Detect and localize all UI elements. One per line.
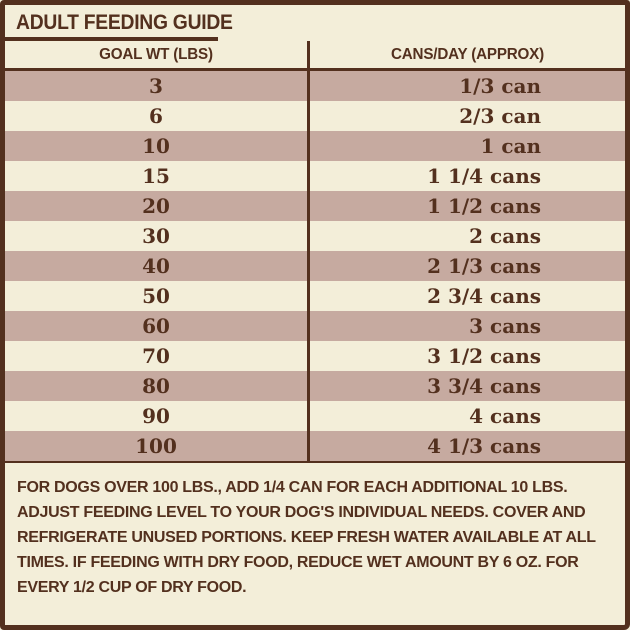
table-row: 70 3 1/2 cans xyxy=(5,341,625,371)
cans-cell: 1 1/4 cans xyxy=(307,161,625,191)
goal-wt-cell: 60 xyxy=(142,314,170,338)
cans-cell: 2/3 can xyxy=(307,101,625,131)
cans-cell: 3 3/4 cans xyxy=(307,371,625,401)
table-row: 15 1 1/4 cans xyxy=(5,161,625,191)
goal-wt-cell: 15 xyxy=(142,164,170,188)
table-row: 60 3 cans xyxy=(5,311,625,341)
goal-wt-cell: 50 xyxy=(142,284,170,308)
goal-wt-cell: 70 xyxy=(142,344,170,368)
table-row: 10 1 can xyxy=(5,131,625,161)
table-row: 6 2/3 can xyxy=(5,101,625,131)
goal-wt-cell: 40 xyxy=(142,254,170,278)
page-title: ADULT FEEDING GUIDE xyxy=(16,11,233,34)
table-row: 40 2 1/3 cans xyxy=(5,251,625,281)
table-row: 90 4 cans xyxy=(5,401,625,431)
table-body: 3 1/3 can 6 2/3 can 10 1 can 15 1 1/4 ca… xyxy=(5,71,625,463)
cans-cell: 2 cans xyxy=(307,221,625,251)
goal-wt-cell: 6 xyxy=(149,104,163,128)
cans-cell: 3 cans xyxy=(307,311,625,341)
column-header-cans-day: CANS/DAY (APPROX) xyxy=(390,45,545,63)
cans-cell: 4 cans xyxy=(307,401,625,431)
cans-cell: 1 1/2 cans xyxy=(307,191,625,221)
goal-wt-cell: 100 xyxy=(135,434,177,458)
table-row: 80 3 3/4 cans xyxy=(5,371,625,401)
goal-wt-cell: 20 xyxy=(142,194,170,218)
feeding-instructions-note: FOR DOGS OVER 100 LBS., ADD 1/4 CAN FOR … xyxy=(17,479,596,596)
cans-cell: 1 can xyxy=(307,131,625,161)
cans-cell: 2 1/3 cans xyxy=(307,251,625,281)
goal-wt-cell: 90 xyxy=(142,404,170,428)
table-row: 50 2 3/4 cans xyxy=(5,281,625,311)
cans-cell: 2 3/4 cans xyxy=(307,281,625,311)
goal-wt-cell: 80 xyxy=(142,374,170,398)
table-header-row: GOAL WT (LBS) CANS/DAY (APPROX) xyxy=(5,41,625,71)
table-row: 20 1 1/2 cans xyxy=(5,191,625,221)
cans-cell: 3 1/2 cans xyxy=(307,341,625,371)
goal-wt-cell: 10 xyxy=(142,134,170,158)
goal-wt-cell: 30 xyxy=(142,224,170,248)
cans-cell: 4 1/3 cans xyxy=(307,431,625,461)
column-header-goal-wt: GOAL WT (LBS) xyxy=(99,45,213,63)
cans-cell: 1/3 can xyxy=(307,71,625,101)
table-row: 3 1/3 can xyxy=(5,71,625,101)
goal-wt-cell: 3 xyxy=(149,74,163,98)
title-underline xyxy=(5,37,218,41)
table-row: 100 4 1/3 cans xyxy=(5,431,625,461)
table-row: 30 2 cans xyxy=(5,221,625,251)
